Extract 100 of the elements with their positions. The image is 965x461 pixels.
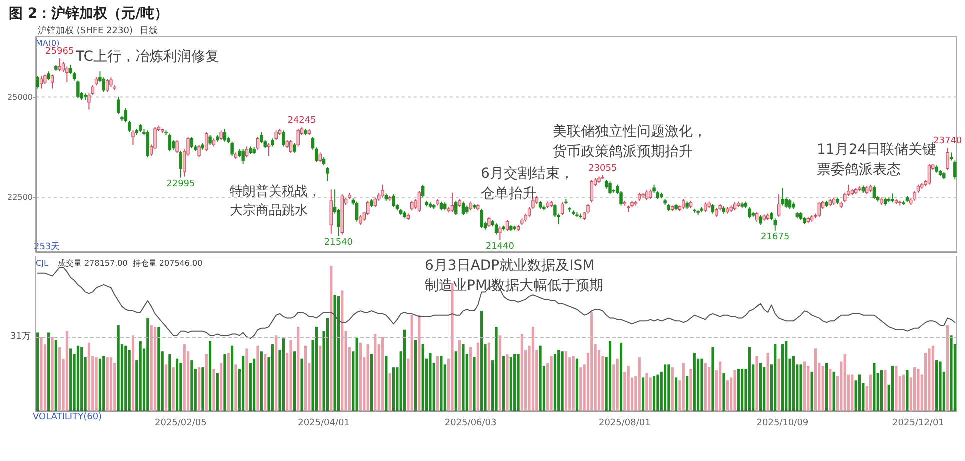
candlestick — [256, 136, 260, 150]
bar — [693, 353, 696, 411]
bar — [410, 315, 414, 411]
bar — [51, 337, 54, 411]
bar — [253, 358, 256, 411]
bar — [422, 344, 424, 411]
bar — [539, 346, 542, 411]
bar — [928, 348, 931, 411]
bar — [95, 357, 98, 411]
bar — [40, 337, 43, 411]
bar — [205, 354, 208, 411]
bar — [275, 336, 278, 411]
bar — [510, 357, 512, 411]
x-tick-label: 2025/08/01 — [598, 418, 651, 428]
bar — [822, 366, 824, 411]
annotation: 21540 — [324, 238, 354, 248]
bar — [488, 342, 490, 411]
bar — [227, 353, 230, 411]
candlestick — [249, 146, 252, 155]
y-tick-label: 22500 — [8, 193, 33, 202]
bar — [451, 284, 454, 411]
bar — [734, 370, 736, 411]
chart-title: 图 2：沪锌加权（元/吨） — [9, 5, 169, 22]
bar — [550, 356, 553, 411]
bar — [520, 334, 524, 411]
annotation: CJL — [36, 259, 49, 268]
bar — [132, 336, 135, 411]
bar — [176, 358, 179, 411]
candlestick — [66, 66, 69, 83]
bar — [576, 358, 579, 411]
bar — [462, 344, 465, 411]
bar — [282, 338, 285, 411]
bar — [895, 366, 898, 411]
bar — [231, 346, 234, 411]
bar — [370, 354, 374, 411]
bar — [66, 331, 68, 411]
annotation: TC上行，冶炼利润修复 — [75, 49, 220, 65]
bar — [80, 347, 84, 411]
bar — [873, 363, 876, 411]
annotation: MA(0) — [36, 39, 60, 48]
bar — [616, 358, 619, 411]
bar — [388, 373, 392, 411]
bar — [54, 340, 58, 411]
bar — [851, 374, 854, 411]
annotation: 21675 — [761, 232, 790, 242]
bar — [620, 342, 623, 411]
candlestick — [260, 132, 264, 144]
bar — [359, 342, 362, 411]
bar — [506, 354, 509, 411]
bar — [128, 350, 131, 411]
x-tick-label: 2025/12/01 — [892, 418, 944, 428]
bar — [150, 326, 153, 411]
bar — [759, 363, 762, 411]
candlestick — [179, 150, 183, 178]
bar — [36, 332, 40, 411]
annotation: 6月3日ADP就业数据及ISM — [425, 258, 595, 274]
bar — [517, 354, 520, 411]
bar — [646, 373, 648, 411]
bar — [608, 341, 612, 411]
bar — [627, 366, 630, 411]
annotation: 25965 — [46, 47, 74, 57]
bar — [102, 356, 106, 411]
bar — [341, 290, 344, 411]
bar — [498, 336, 502, 411]
bar — [454, 352, 458, 411]
bar — [884, 370, 887, 411]
bar — [800, 364, 802, 411]
bar — [803, 362, 806, 411]
bar — [117, 326, 120, 411]
bar — [366, 344, 370, 411]
bar — [781, 344, 784, 411]
annotation: 21440 — [486, 242, 515, 252]
candlestick — [498, 226, 502, 241]
x-tick-label: 2025/02/05 — [155, 418, 207, 428]
bar — [249, 363, 252, 411]
bar — [256, 346, 260, 411]
bar — [814, 348, 818, 411]
bar — [319, 346, 322, 411]
bar — [936, 360, 938, 411]
bar — [671, 368, 674, 411]
candlestick — [862, 185, 866, 194]
annotation: 票委鸽派表态 — [817, 162, 901, 178]
bar — [737, 368, 740, 411]
bar — [476, 342, 480, 411]
bar — [385, 356, 388, 411]
bar — [356, 337, 358, 411]
bar — [458, 340, 462, 411]
bar — [580, 368, 582, 411]
candlestick — [330, 189, 333, 234]
bar — [414, 340, 418, 411]
bar — [290, 340, 292, 411]
bar — [436, 356, 440, 411]
bar — [950, 336, 953, 411]
bar — [572, 356, 575, 411]
bar — [124, 346, 128, 411]
bar — [48, 332, 50, 411]
bar — [337, 296, 340, 411]
text: 沪锌加权 (SHFE 2230) — [38, 26, 133, 36]
candlestick — [384, 193, 388, 202]
bar — [756, 356, 758, 411]
